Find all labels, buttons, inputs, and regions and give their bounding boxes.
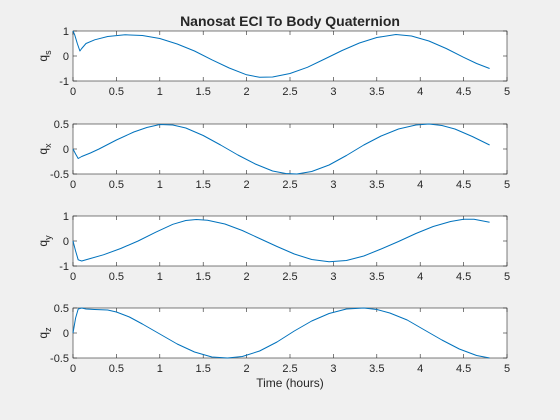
plot-area: [72, 123, 508, 175]
y-axis-label: qs: [36, 50, 53, 62]
series-line-qy: [72, 218, 490, 263]
x-tick-label: 5: [504, 179, 510, 191]
y-axis-label-main: q: [36, 55, 50, 62]
y-tick-label: 1: [63, 26, 69, 38]
y-tick-label: -0.5: [50, 169, 69, 181]
x-tick-label: 4: [417, 271, 423, 283]
x-tick-label: 3.5: [369, 179, 384, 191]
chart-title: Nanosat ECI To Body Quaternion: [180, 13, 400, 29]
x-tick-label: 0: [70, 363, 76, 375]
y-axis-label-main: q: [36, 332, 50, 339]
plot-area: [72, 30, 508, 82]
y-axis-label: qx: [36, 143, 53, 155]
y-axis-label-subscript: s: [43, 50, 53, 55]
x-tick-label: 1.5: [196, 363, 211, 375]
x-tick-label: 1: [157, 363, 163, 375]
x-tick-label: 3: [330, 271, 336, 283]
x-tick-label: 2.5: [282, 271, 297, 283]
y-axis-label-main: q: [36, 240, 50, 247]
y-axis-label-subscript: y: [43, 235, 53, 240]
plot-area: [72, 215, 508, 267]
x-tick-label: 4: [417, 363, 423, 375]
x-tick-label: 2: [244, 86, 250, 98]
y-tick-label: 0: [63, 236, 69, 248]
y-axis-label-subscript: z: [43, 327, 53, 332]
x-tick-label: 1: [157, 179, 163, 191]
x-tick-label: 0: [70, 179, 76, 191]
y-tick-label: 0.5: [54, 119, 69, 131]
y-axis-label: qy: [36, 235, 53, 247]
x-tick-label: 2: [244, 179, 250, 191]
y-tick-label: -1: [59, 261, 69, 273]
y-axis-label-subscript: x: [43, 143, 53, 148]
y-tick-label: 0: [63, 328, 69, 340]
x-tick-label: 2.5: [282, 363, 297, 375]
x-tick-label: 2: [244, 271, 250, 283]
x-tick-label: 0.5: [109, 363, 124, 375]
x-tick-label: 4.5: [456, 363, 471, 375]
x-tick-label: 1: [157, 271, 163, 283]
x-tick-label: 3: [330, 86, 336, 98]
x-tick-label: 3.5: [369, 271, 384, 283]
x-tick-label: 1.5: [196, 271, 211, 283]
y-axis-label-main: q: [36, 148, 50, 155]
y-tick-label: 0: [63, 144, 69, 156]
x-tick-label: 1.5: [196, 179, 211, 191]
x-tick-label: 3: [330, 179, 336, 191]
subplot-z: 0 0.5 1 1.5 2 2.5 3 3.5 4 4.5 5-0.500.5qz: [36, 303, 510, 375]
y-tick-label: 1: [63, 211, 69, 223]
x-tick-label: 2.5: [282, 86, 297, 98]
subplot-x: 0 0.5 1 1.5 2 2.5 3 3.5 4 4.5 5-0.500.5qx: [36, 119, 510, 191]
x-tick-label: 0: [70, 271, 76, 283]
x-axis-label: Time (hours): [256, 376, 324, 390]
x-tick-label: 0.5: [109, 179, 124, 191]
y-tick-label: 0.5: [54, 303, 69, 315]
x-tick-label: 3.5: [369, 363, 384, 375]
x-tick-label: 0.5: [109, 86, 124, 98]
x-tick-label: 4.5: [456, 86, 471, 98]
y-axis-label: qz: [36, 327, 53, 339]
y-tick-label: -0.5: [50, 353, 69, 365]
y-tick-label: 0: [63, 51, 69, 63]
x-tick-label: 5: [504, 86, 510, 98]
series-line-qs: [72, 30, 490, 78]
x-tick-label: 1.5: [196, 86, 211, 98]
x-tick-label: 5: [504, 363, 510, 375]
x-tick-label: 3.5: [369, 86, 384, 98]
plot-area: [72, 307, 508, 359]
x-tick-label: 4.5: [456, 179, 471, 191]
x-tick-label: 3: [330, 363, 336, 375]
y-tick-label: -1: [59, 76, 69, 88]
series-line-qz: [72, 307, 490, 359]
x-tick-label: 0: [70, 86, 76, 98]
x-tick-label: 4: [417, 86, 423, 98]
x-tick-label: 1: [157, 86, 163, 98]
x-tick-label: 0.5: [109, 271, 124, 283]
x-tick-label: 4.5: [456, 271, 471, 283]
x-tick-label: 2.5: [282, 179, 297, 191]
x-tick-label: 4: [417, 179, 423, 191]
x-tick-label: 5: [504, 271, 510, 283]
x-tick-label: 2: [244, 363, 250, 375]
series-line-qx: [72, 123, 490, 175]
